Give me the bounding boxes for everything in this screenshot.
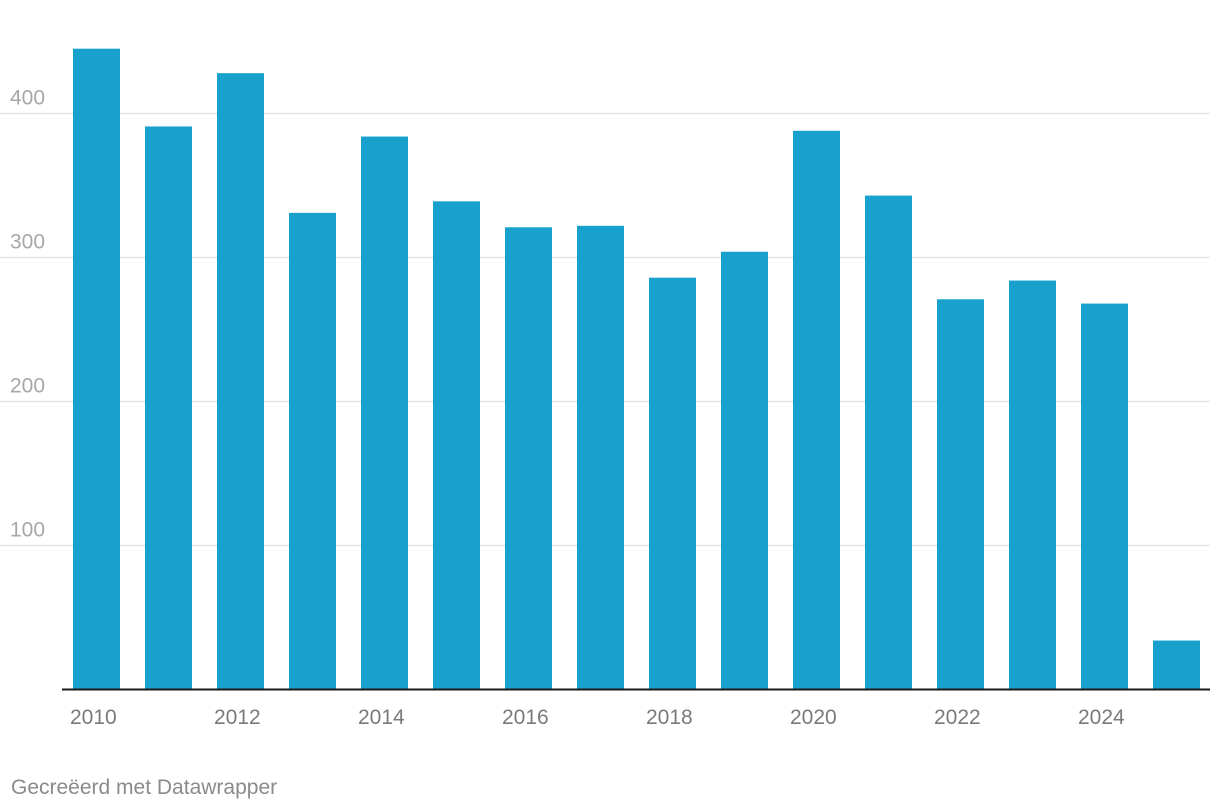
bar-2019 [721, 251, 768, 690]
bar-2021 [865, 195, 912, 690]
y-tick-label: 400 [10, 87, 45, 110]
x-tick-label: 2010 [70, 706, 117, 729]
bar-2016 [505, 227, 552, 690]
bar-2025 [1153, 640, 1200, 690]
bar-2017 [577, 225, 624, 690]
x-axis-tick-labels: 2010 2012 2014 2016 2018 2020 2022 2024 [70, 706, 1125, 729]
x-tick-label: 2018 [646, 706, 693, 729]
x-tick-label: 2012 [214, 706, 261, 729]
bar-2013 [289, 212, 336, 690]
bars [73, 48, 1200, 690]
bar-2014 [361, 136, 408, 690]
credit-text: Gecreëerd met Datawrapper [11, 776, 278, 799]
x-tick-label: 2022 [934, 706, 981, 729]
bar-2010 [73, 48, 120, 690]
y-axis-tick-labels: 100 200 300 400 [10, 87, 45, 542]
bar-2023 [1009, 280, 1056, 690]
x-tick-label: 2014 [358, 706, 405, 729]
bar-2020 [793, 130, 840, 690]
bar-2022 [937, 299, 984, 690]
y-tick-label: 300 [10, 231, 45, 254]
x-tick-label: 2020 [790, 706, 837, 729]
y-tick-label: 100 [10, 519, 45, 542]
bar-2011 [145, 126, 192, 690]
bar-2018 [649, 277, 696, 690]
bar-2012 [217, 73, 264, 690]
y-tick-label: 200 [10, 375, 45, 398]
bar-2015 [433, 201, 480, 690]
bar-2024 [1081, 303, 1128, 690]
x-tick-label: 2024 [1078, 706, 1125, 729]
x-tick-label: 2016 [502, 706, 549, 729]
